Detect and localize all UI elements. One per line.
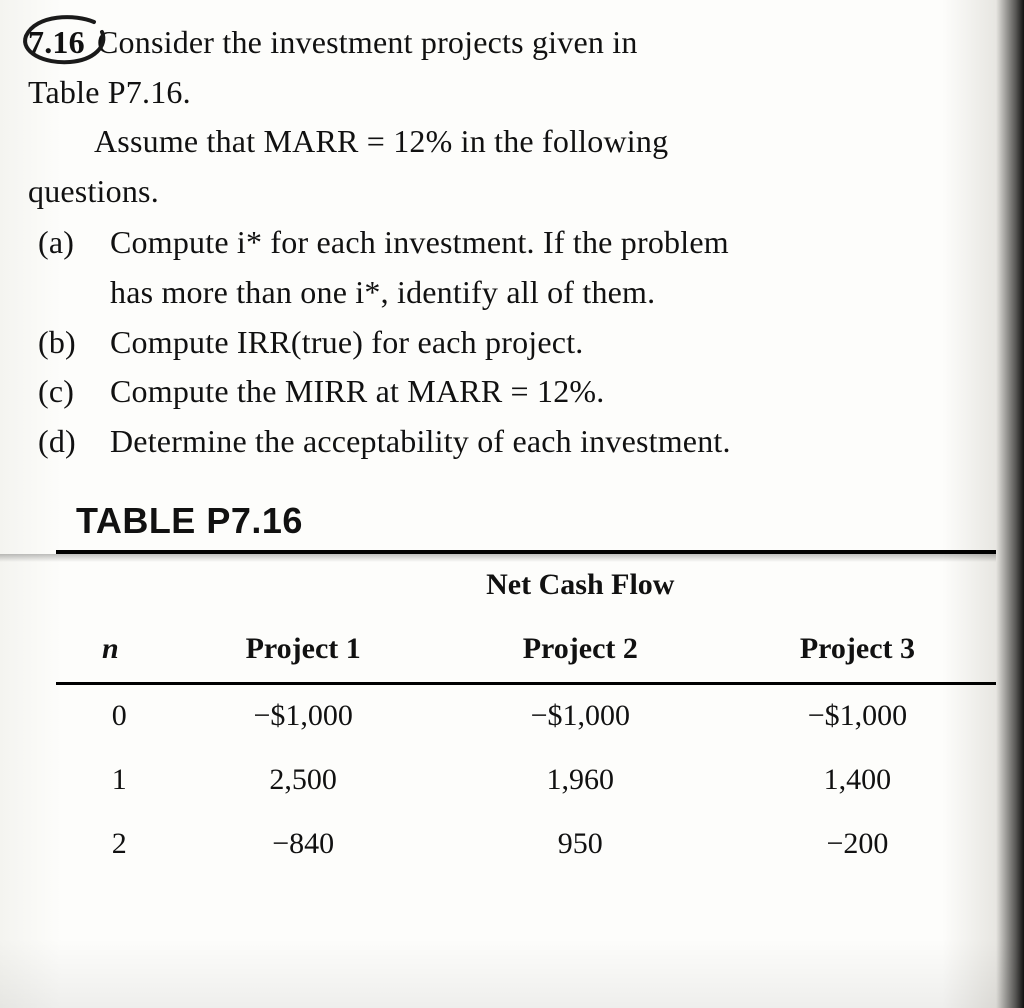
cell: 0 bbox=[56, 684, 165, 750]
cell: −$1,000 bbox=[165, 684, 442, 750]
table-row: 1 2,500 1,960 1,400 bbox=[56, 749, 996, 813]
question-a-text: Compute i* for each investment. If the p… bbox=[110, 218, 729, 317]
cashflow-table: Net Cash Flow n Project 1 Project 2 Proj… bbox=[56, 550, 996, 877]
cell: 950 bbox=[442, 813, 719, 877]
cell: 2,500 bbox=[165, 749, 442, 813]
table-row: 0 −$1,000 −$1,000 −$1,000 bbox=[56, 684, 996, 750]
problem-number-text: 7.16 bbox=[28, 24, 85, 60]
question-b: (b) Compute IRR(true) for each project. bbox=[28, 318, 988, 368]
question-c-text: Compute the MIRR at MARR = 12%. bbox=[110, 367, 604, 417]
question-d-text: Determine the acceptability of each inve… bbox=[110, 417, 731, 467]
marker-d: (d) bbox=[38, 417, 92, 467]
scan-smudge bbox=[0, 938, 1024, 1008]
marker-c: (c) bbox=[38, 367, 92, 417]
question-b-text: Compute IRR(true) for each project. bbox=[110, 318, 584, 368]
page: 7.16 Consider the investment projects gi… bbox=[0, 0, 1024, 1008]
marker-b: (b) bbox=[38, 318, 92, 368]
table-title: TABLE P7.16 bbox=[76, 500, 988, 542]
cell: −200 bbox=[719, 813, 996, 877]
cell: 1,400 bbox=[719, 749, 996, 813]
cell: −$1,000 bbox=[719, 684, 996, 750]
lead-text-1: Consider the investment projects given i… bbox=[97, 24, 638, 60]
question-d: (d) Determine the acceptability of each … bbox=[28, 417, 988, 467]
questions-word: questions. bbox=[28, 167, 988, 217]
cell: −$1,000 bbox=[442, 684, 719, 750]
table-row: 2 −840 950 −200 bbox=[56, 813, 996, 877]
col-project-3: Project 3 bbox=[719, 618, 996, 684]
cell: 1,960 bbox=[442, 749, 719, 813]
col-n: n bbox=[56, 618, 165, 684]
assume-line: Assume that MARR = 12% in the following bbox=[28, 117, 988, 167]
question-list: (a) Compute i* for each investment. If t… bbox=[28, 218, 988, 466]
lead-line-1: 7.16 Consider the investment projects gi… bbox=[28, 18, 988, 68]
cell: −840 bbox=[165, 813, 442, 877]
col-project-1: Project 1 bbox=[165, 618, 442, 684]
problem-number: 7.16 bbox=[28, 18, 89, 68]
marker-a: (a) bbox=[38, 218, 92, 317]
lead-line-2: Table P7.16. bbox=[28, 68, 988, 118]
question-c: (c) Compute the MIRR at MARR = 12%. bbox=[28, 367, 988, 417]
superheader: Net Cash Flow bbox=[165, 552, 996, 618]
cell: 2 bbox=[56, 813, 165, 877]
col-project-2: Project 2 bbox=[442, 618, 719, 684]
question-a: (a) Compute i* for each investment. If t… bbox=[28, 218, 988, 317]
problem-text: 7.16 Consider the investment projects gi… bbox=[28, 18, 988, 466]
cell: 1 bbox=[56, 749, 165, 813]
